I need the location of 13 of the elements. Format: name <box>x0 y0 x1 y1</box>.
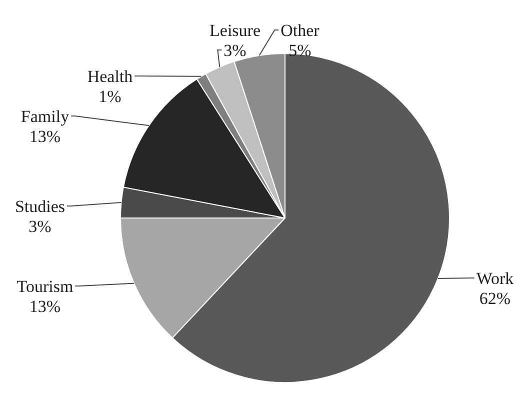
slice-label: Other <box>280 21 320 40</box>
data-label: 13% <box>29 297 61 316</box>
data-label: 3% <box>224 41 246 60</box>
data-label: 3% <box>28 217 52 236</box>
data-label: 62% <box>479 289 511 308</box>
slice-label: Studies <box>14 197 66 216</box>
slice-label: Work <box>476 269 514 288</box>
data-label: 1% <box>98 87 122 106</box>
data-label: 13% <box>29 127 61 146</box>
slice-label: Tourism <box>16 277 74 296</box>
slice-label: Family <box>20 107 70 126</box>
slice-label: Health <box>87 67 134 86</box>
slice-label: Leisure <box>210 21 260 40</box>
